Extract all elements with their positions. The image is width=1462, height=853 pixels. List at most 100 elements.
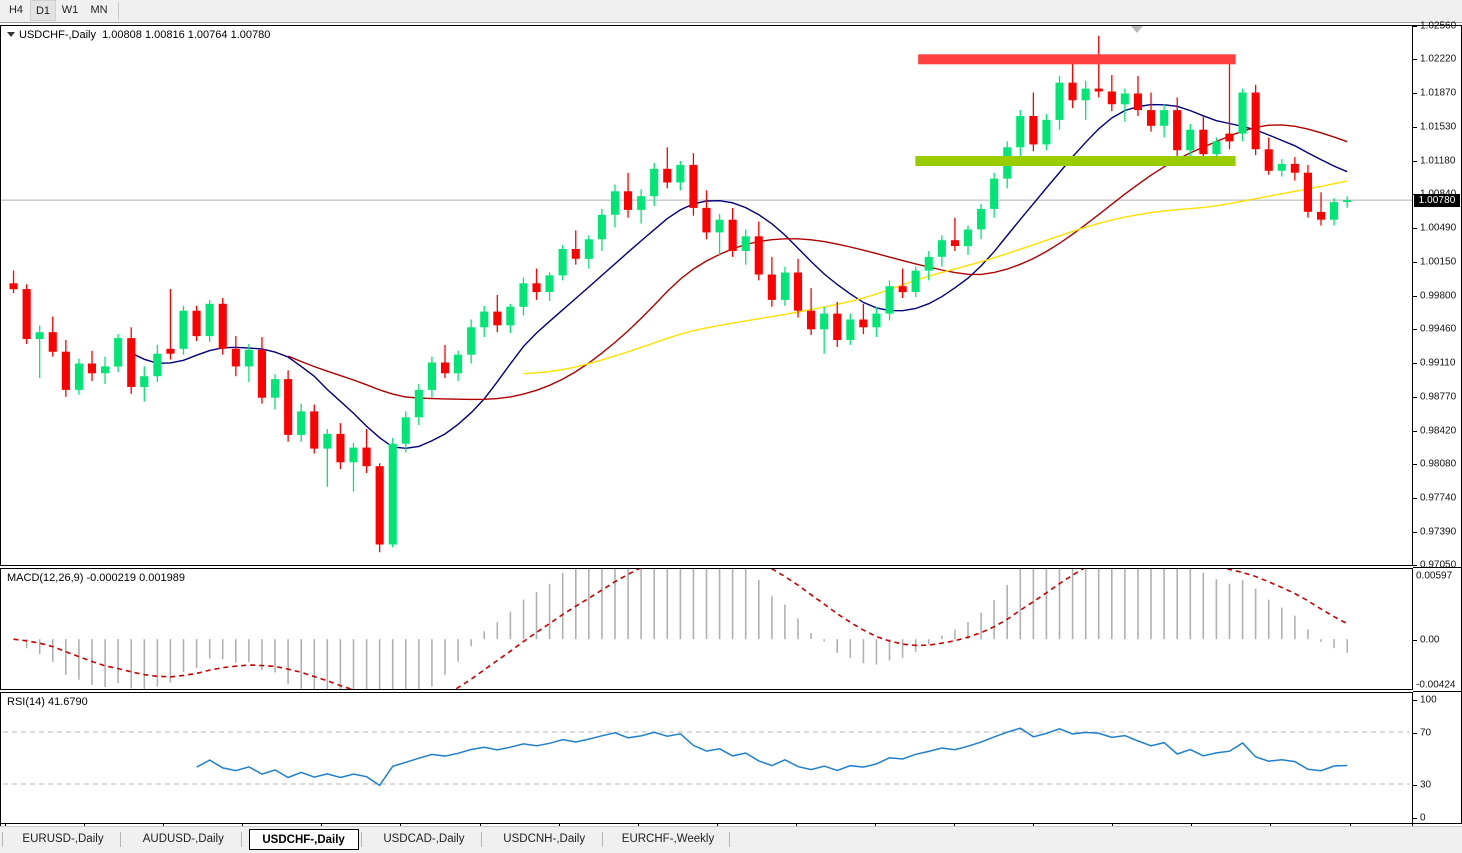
rsi-scale-label: 100 — [1420, 694, 1437, 706]
candlestick — [545, 272, 554, 301]
candlestick — [846, 313, 855, 345]
price-scale-tick — [1413, 498, 1417, 499]
candle-body — [545, 275, 554, 292]
candlestick — [1277, 159, 1286, 177]
candle-body — [362, 447, 371, 467]
macd-scale-label: 0.00 — [1420, 634, 1440, 646]
candle-body — [388, 443, 397, 545]
candle-body — [1251, 92, 1260, 150]
rsi-canvas[interactable] — [1, 693, 1412, 823]
price-scale[interactable]: 1.025601.022201.018701.015301.011801.008… — [1413, 21, 1462, 824]
triangle-down-icon[interactable] — [7, 31, 15, 37]
candle-body — [676, 164, 685, 183]
candlestick — [244, 343, 253, 383]
candlestick — [924, 250, 933, 281]
candlestick — [310, 404, 319, 454]
candle-body — [22, 289, 31, 339]
timeframe-button-d1[interactable]: D1 — [30, 0, 56, 21]
candle-body — [767, 274, 776, 300]
chart-tab-eurchf[interactable]: EURCHF-,Weekly — [610, 829, 727, 850]
candle-body — [218, 303, 227, 349]
candlestick — [362, 429, 371, 474]
rsi-scale-tick — [1413, 818, 1417, 819]
candlestick — [597, 208, 606, 251]
candle-body — [715, 219, 724, 233]
tab-divider — [361, 832, 362, 847]
timeframe-label: W1 — [61, 4, 79, 16]
timeframe-button-h4[interactable]: H4 — [4, 0, 28, 21]
candle-body — [1160, 110, 1169, 126]
resistance-line[interactable] — [918, 54, 1236, 65]
candle-body — [297, 411, 306, 435]
candle-body — [114, 338, 123, 367]
candlestick — [532, 268, 541, 300]
candlestick — [584, 235, 593, 269]
macd-signal-line — [13, 569, 1348, 689]
chart-tab-usdcnh[interactable]: USDCNH-,Daily — [489, 829, 599, 850]
candle-body — [610, 191, 619, 215]
chart-tabs-bar: EURUSD-,Daily AUDUSD-,Daily USDCHF-,Daily U… — [0, 826, 1462, 853]
candle-body — [780, 272, 789, 300]
candlestick — [153, 344, 162, 383]
candlestick — [231, 336, 240, 377]
candlestick — [885, 280, 894, 321]
candlestick — [1042, 114, 1051, 151]
candle-body — [336, 433, 345, 463]
candle-body — [35, 332, 44, 339]
candlestick — [401, 411, 410, 453]
price-scale-label: 1.01180 — [1420, 155, 1456, 167]
candle-body — [257, 349, 266, 398]
candle-body — [519, 283, 528, 307]
price-chart-canvas[interactable] — [1, 26, 1412, 565]
macd-scale-label: 0.00597 — [1416, 570, 1453, 582]
candlestick — [323, 429, 332, 487]
candle-body — [754, 236, 763, 275]
chart-area: USDCHF-,Daily 1.00808 1.00816 1.00764 1.… — [0, 21, 1462, 852]
chart-tab-audusd[interactable]: AUDUSD-,Daily — [128, 829, 238, 850]
tab-divider — [481, 832, 482, 847]
candlestick — [898, 268, 907, 298]
rsi-panel[interactable]: RSI(14) 41.6790 — [0, 692, 1413, 824]
chart-tab-usdcad[interactable]: USDCAD-,Daily — [369, 829, 479, 850]
tab-divider — [729, 832, 730, 847]
candlestick — [35, 325, 44, 379]
tab-divider — [2, 832, 3, 847]
timeframe-button-mn[interactable]: MN — [84, 0, 114, 21]
candlestick — [1068, 58, 1077, 109]
rsi-scale-tick — [1413, 785, 1417, 786]
candlestick — [9, 270, 18, 294]
support-line[interactable] — [915, 156, 1236, 166]
price-scale-tick — [1413, 59, 1417, 60]
price-chart-panel[interactable]: USDCHF-,Daily 1.00808 1.00816 1.00764 1.… — [0, 25, 1413, 566]
macd-canvas[interactable] — [1, 569, 1412, 689]
candlestick — [676, 160, 685, 191]
price-scale-label: 1.02220 — [1420, 53, 1457, 65]
candle-body — [74, 363, 83, 390]
price-scale-label: 0.98080 — [1420, 458, 1457, 470]
chart-tab-eurusd[interactable]: EURUSD-,Daily — [8, 829, 118, 850]
macd-panel[interactable]: MACD(12,26,9) -0.000219 0.001989 — [0, 568, 1413, 690]
candle-body — [794, 272, 803, 311]
price-scale-tick — [1413, 532, 1417, 533]
candlestick — [741, 229, 750, 265]
current-price-tag: 1.00780 — [1414, 194, 1460, 207]
candle-body — [179, 310, 188, 349]
candle-body — [558, 249, 567, 276]
candle-body — [872, 313, 881, 328]
candlestick — [1133, 75, 1142, 116]
price-scale-tick — [1413, 262, 1417, 263]
candlestick — [872, 306, 881, 338]
candlestick — [1081, 80, 1090, 120]
timeframe-button-w1[interactable]: W1 — [58, 0, 82, 21]
chart-tab-usdchf[interactable]: USDCHF-,Daily — [248, 829, 359, 850]
candle-body — [1173, 110, 1182, 151]
timeframe-label: MN — [90, 4, 108, 16]
candle-body — [48, 332, 57, 352]
macd-scale-tick — [1413, 640, 1417, 641]
candle-body — [244, 349, 253, 367]
candlestick — [388, 437, 397, 548]
chart-tab-label: USDCHF-,Daily — [262, 834, 345, 846]
candle-body — [1212, 141, 1221, 155]
macd-panel-label: MACD(12,26,9) -0.000219 0.001989 — [7, 572, 185, 584]
scale-divider — [1413, 691, 1461, 692]
